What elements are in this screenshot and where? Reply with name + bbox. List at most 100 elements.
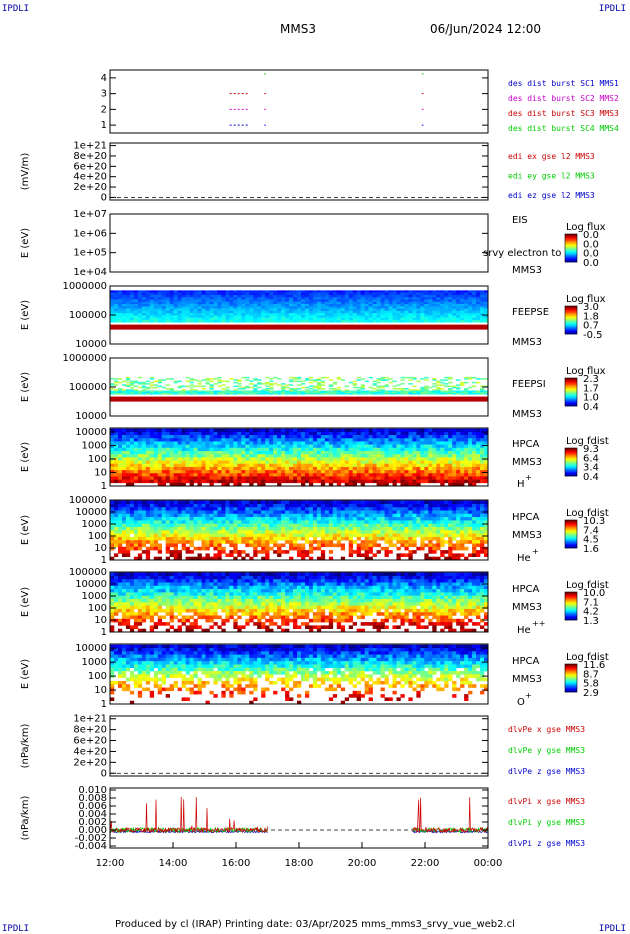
colorbar-step-p9-18	[565, 689, 577, 691]
frame-p7	[109, 499, 489, 561]
colorbar-step-p8-17	[565, 615, 577, 618]
colorbar-step-p9-14	[565, 683, 577, 686]
ytick-label-p10-5: 0	[101, 768, 107, 779]
colorbar-step-p4-8	[565, 317, 577, 319]
colorbar-step-p8-4	[565, 597, 577, 600]
legend-p2-2: edi ez gse l2 MMS3	[508, 191, 595, 200]
legend-p1-2: des dist burst SC3 MMS3	[508, 109, 619, 118]
spectrogram-p7	[110, 500, 489, 561]
colorbar-step-p9-1	[565, 665, 577, 668]
colorbar-step-p3-15	[565, 255, 577, 257]
colorbar-step-p8-6	[565, 600, 577, 603]
colorbar-step-p5-19	[565, 404, 577, 407]
colorbar-step-p6-15	[565, 469, 577, 471]
colorbar-step-p8-2	[565, 594, 577, 597]
ytick-label-p11-4: 0.002	[78, 817, 107, 828]
colorbar-step-p3-6	[565, 242, 577, 245]
colorbar-step-p8-10	[565, 606, 577, 608]
colorbar-frame-p9	[564, 663, 578, 693]
colorbar-step-p3-1	[565, 235, 577, 238]
colorbar-step-p3-8	[565, 245, 577, 247]
colorbar-step-p9-17	[565, 687, 577, 690]
legend-p10-2: dlvPe z gse MMS3	[508, 767, 585, 776]
ylabel-p10: (nPa/km)	[20, 724, 31, 769]
colorbar-step-p3-17	[565, 257, 577, 260]
legend-p11-0: dlvPi x gse MMS3	[508, 797, 585, 806]
frame-p3	[109, 213, 489, 273]
ytick-label-p3-1: 1e+06	[73, 228, 107, 239]
colorbar-step-p6-16	[565, 470, 577, 473]
ytick-label-p5-0: 1000000	[62, 353, 107, 364]
xtick-label-0: 12:00	[96, 858, 125, 869]
ytick-label-p2-4: 2e+20	[73, 182, 107, 193]
colorbar-step-p7-15	[565, 541, 577, 543]
colorbar-step-p6-14	[565, 467, 577, 470]
colorbar-step-p7-12	[565, 536, 577, 539]
colorbar-frame-p8	[564, 591, 578, 621]
colorbar-label-p8-3: 1.3	[583, 616, 599, 627]
colorbar-label-p6-3: 0.4	[583, 472, 599, 483]
ytick-label-p6-1: 1000	[82, 441, 107, 452]
colorbar-step-p4-10	[565, 320, 577, 322]
colorbar-step-p9-8	[565, 675, 577, 677]
colorbar-label-p3-2: 0.0	[583, 249, 599, 260]
legend-p1-0: des dist burst SC1 MMS1	[508, 79, 619, 88]
ytick-label-p2-1: 8e+20	[73, 151, 107, 162]
species-label-p7: He	[517, 553, 531, 564]
xtick-label-3: 18:00	[285, 858, 314, 869]
colorbar-step-p6-12	[565, 464, 577, 467]
spacecraft-label-p6: MMS3	[512, 457, 542, 468]
ytick-label-p10-0: 1e+21	[73, 714, 107, 725]
colorbar-step-p6-7	[565, 457, 577, 460]
colorbar-step-p4-0	[565, 306, 577, 308]
overlay-label-p3: srvy electron to	[483, 248, 561, 259]
colorbar-step-p9-16	[565, 686, 577, 689]
instrument-label-p8: HPCA	[512, 584, 540, 595]
colorbar-step-p7-10	[565, 534, 577, 536]
ytick-label-p4-2: 10000	[75, 339, 107, 350]
colorbar-label-p6-1: 6.4	[583, 453, 599, 464]
colorbar-step-p6-4	[565, 453, 577, 456]
legend-p10-0: dlvPe x gse MMS3	[508, 725, 585, 734]
ytick-label-p8-4: 10	[94, 615, 107, 626]
ytick-label-p2-0: 1e+21	[73, 141, 107, 152]
colorbar-step-p9-7	[565, 673, 577, 676]
colorbar-step-p5-6	[565, 386, 577, 389]
legend-p1-3: des dist burst SC4 MMS4	[508, 124, 619, 133]
colorbar-step-p8-7	[565, 601, 577, 604]
colorbar-step-p8-9	[565, 604, 577, 607]
ytick-label-p7-4: 10	[94, 543, 107, 554]
colorbar-step-p8-5	[565, 599, 577, 601]
xtick-label-6: 00:00	[474, 858, 503, 869]
ylabel-p9: E (eV)	[20, 659, 31, 689]
colorbar-step-p5-17	[565, 401, 577, 404]
ytick-label-p6-2: 100	[88, 454, 107, 465]
colorbar-step-p4-2	[565, 308, 577, 311]
colorbar-label-p8-2: 4.2	[583, 607, 599, 618]
colorbar-step-p3-16	[565, 256, 577, 259]
colorbar-label-p8-1: 7.1	[583, 597, 599, 608]
xtick-label-1: 14:00	[159, 858, 188, 869]
colorbar-label-p9-3: 2.9	[583, 688, 599, 699]
xtick-label-2: 16:00	[222, 858, 251, 869]
instrument-label-p7: HPCA	[512, 512, 540, 523]
colorbar-step-p7-0	[565, 520, 577, 522]
colorbar-title-p3: Log flux	[566, 222, 606, 233]
colorbar-step-p6-8	[565, 459, 577, 461]
ytick-label-p9-1: 1000	[82, 657, 107, 668]
panel-p5: 1000000 100000 10000 E (eV) FEEPSI MMS3 Log fl…	[20, 353, 606, 422]
colorbar-step-p8-1	[565, 593, 577, 596]
ytick-label-p7-3: 100	[88, 531, 107, 542]
colorbar-step-p4-1	[565, 307, 577, 310]
spacecraft-label-p5: MMS3	[512, 409, 542, 420]
colorbar-title-p5: Log flux	[566, 366, 606, 377]
colorbar-step-p7-8	[565, 531, 577, 533]
colorbar-step-p4-16	[565, 328, 577, 331]
xtick-label-4: 20:00	[348, 858, 377, 869]
frame-p1	[109, 69, 489, 134]
species-label-p8: He	[517, 625, 531, 636]
plot-title: MMS3	[280, 22, 316, 36]
species-charge-p9: +	[525, 691, 532, 700]
